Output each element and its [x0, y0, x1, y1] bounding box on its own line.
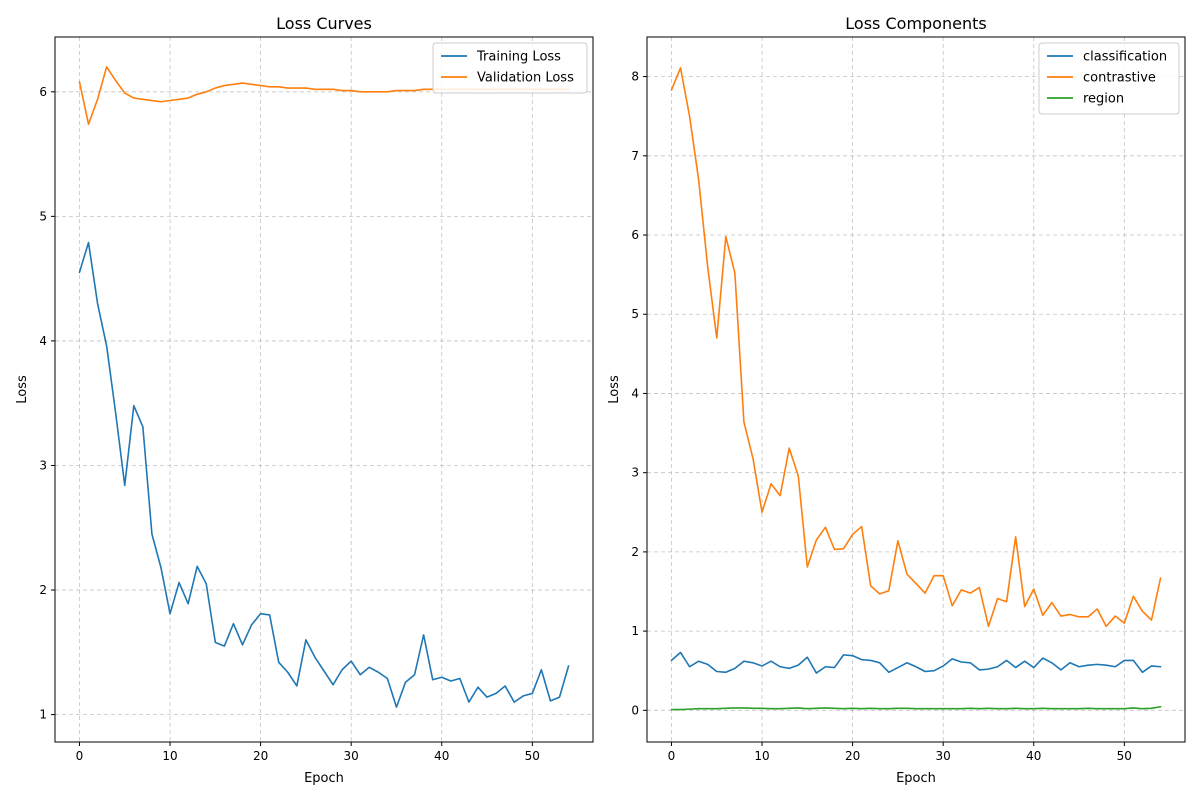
y-tick-label: 2	[631, 545, 639, 559]
chart-panel-1: 0 10 20 30 40 50 1 2 3 4 5 6 Loss Curves Epoch Loss Tra…	[15, 14, 594, 786]
series-line-training-loss	[78, 241, 570, 708]
legend-entry: contrastive	[1083, 71, 1156, 86]
y-tick-label: 4	[631, 386, 639, 400]
legend-entry: Training Loss	[476, 50, 561, 65]
y-tick-label: 3	[631, 466, 639, 480]
y-tick-label: 8	[631, 70, 639, 84]
x-tick-label: 20	[253, 749, 268, 763]
x-tick-label: 30	[344, 749, 359, 763]
x-tick-label: 0	[76, 749, 84, 763]
y-tick-label: 0	[631, 703, 639, 717]
y-tick-label: 4	[39, 334, 47, 348]
x-tick-label: 40	[1026, 749, 1041, 763]
y-tick-label: 1	[39, 708, 47, 722]
legend: Training Loss Validation Loss	[432, 42, 588, 94]
legend-entry: region	[1083, 92, 1124, 107]
x-tick-label: 0	[668, 749, 676, 763]
y-tick-label: 5	[39, 209, 47, 223]
x-tick-label: 50	[525, 749, 540, 763]
chart-title: Loss Curves	[276, 14, 372, 33]
x-tick-label: 50	[1117, 749, 1132, 763]
chart-title: Loss Components	[845, 14, 986, 33]
series-line-contrastive	[670, 67, 1162, 628]
y-tick-label: 6	[631, 228, 639, 242]
chart-panel-2: 0 10 20 30 40 50 0 1 2 3 4 5 6 7 8 Loss Components Epoch…	[607, 14, 1186, 786]
x-axis-label: Epoch	[896, 771, 936, 786]
series-line-classification	[670, 651, 1162, 674]
legend-entry: Validation Loss	[477, 71, 574, 86]
legend-entry: classification	[1083, 50, 1167, 65]
y-tick-label: 3	[39, 458, 47, 472]
y-tick-label: 1	[631, 624, 639, 638]
y-tick-label: 5	[631, 307, 639, 321]
y-axis-label: Loss	[15, 375, 30, 404]
axes-frame	[54, 36, 594, 743]
y-tick-label: 6	[39, 85, 47, 99]
x-tick-label: 10	[754, 749, 769, 763]
series-line-region	[670, 705, 1162, 711]
legend-box	[1038, 42, 1180, 115]
x-axis-label: Epoch	[304, 771, 344, 786]
y-axis-label: Loss	[607, 375, 622, 404]
x-tick-label: 30	[936, 749, 951, 763]
x-tick-label: 20	[845, 749, 860, 763]
legend-box	[432, 42, 588, 94]
x-tick-label: 40	[434, 749, 449, 763]
y-tick-label: 7	[631, 149, 639, 163]
y-tick-label: 2	[39, 583, 47, 597]
x-tick-label: 10	[162, 749, 177, 763]
legend: classification contrastive region	[1038, 42, 1180, 115]
axes-frame	[646, 36, 1186, 743]
